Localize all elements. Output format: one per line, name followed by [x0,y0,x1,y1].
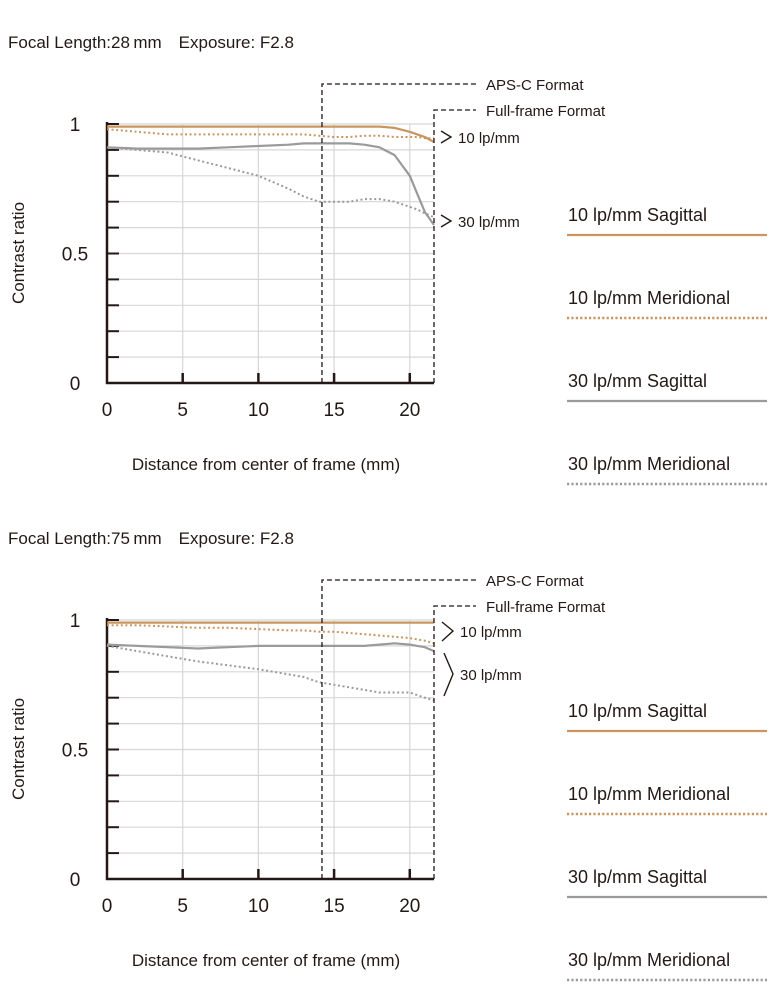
y-axis-title: Contrast ratio [9,698,28,800]
x-tick-label: 10 [248,896,269,917]
series-line [106,142,435,226]
apsc-label: APS-C Format [486,77,584,94]
lp30-label: 30 lp/mm [458,214,520,231]
fullframe-boundary [433,109,476,383]
apsc-label: APS-C Format [486,573,584,590]
bracket-10lp [440,130,453,144]
chart-2: Focal Length:75 mm Exposure: F2.800.510 5… [8,529,767,982]
bracket-10lp [441,621,455,642]
x-axis-title: Distance from center of frame (mm) [132,455,400,474]
legend-label: 30 lp/mm Meridional [568,454,730,474]
series-line [106,146,435,219]
legend-label: 10 lp/mm Sagittal [568,205,707,225]
series-line [107,624,435,645]
fullframe-label: Full-frame Format [486,103,606,120]
x-tick-label: 10 [248,400,269,421]
fullframe-label: Full-frame Format [486,599,606,616]
series-line [107,125,435,144]
x-tick-label: 5 [177,896,188,917]
bracket-30lp [443,652,454,697]
chart-1: Focal Length:28 mm Exposure: F2.800.510 5… [8,33,767,486]
apsc-boundary [321,579,476,879]
x-tick-label: 15 [324,896,345,917]
bracket-30lp [440,214,453,228]
x-tick-label: 5 [177,400,188,421]
legend-label: 10 lp/mm Sagittal [568,701,707,721]
legend-label: 30 lp/mm Sagittal [568,371,707,391]
x-axis-title: Distance from center of frame (mm) [132,951,400,970]
legend-label: 30 lp/mm Sagittal [568,867,707,887]
y-tick-label: 0.5 [62,245,88,266]
fullframe-boundary [433,605,476,879]
lp10-label: 10 lp/mm [460,624,522,641]
legend-label: 30 lp/mm Meridional [568,950,730,970]
series-line [106,644,435,702]
y-tick-label: 0 [70,374,81,395]
legend-label: 10 lp/mm Meridional [568,288,730,308]
series-line [106,642,435,653]
y-tick-label: 0 [70,870,81,891]
y-axis-title: Contrast ratio [9,202,28,304]
legend-label: 10 lp/mm Meridional [568,784,730,804]
lp10-label: 10 lp/mm [458,130,520,147]
x-tick-label: 20 [399,896,420,917]
series-line [106,128,434,140]
chart-title: Focal Length:75 mm Exposure: F2.8 [8,529,294,548]
chart-title: Focal Length:28 mm Exposure: F2.8 [8,33,294,52]
x-tick-label: 0 [102,400,113,421]
y-tick-label: 1 [70,115,81,136]
x-tick-label: 20 [399,400,420,421]
apsc-boundary [321,83,476,383]
lp30-label: 30 lp/mm [460,667,522,684]
x-tick-label: 15 [324,400,345,421]
x-tick-label: 0 [102,896,113,917]
y-tick-label: 0.5 [62,741,88,762]
y-tick-label: 1 [70,611,81,632]
